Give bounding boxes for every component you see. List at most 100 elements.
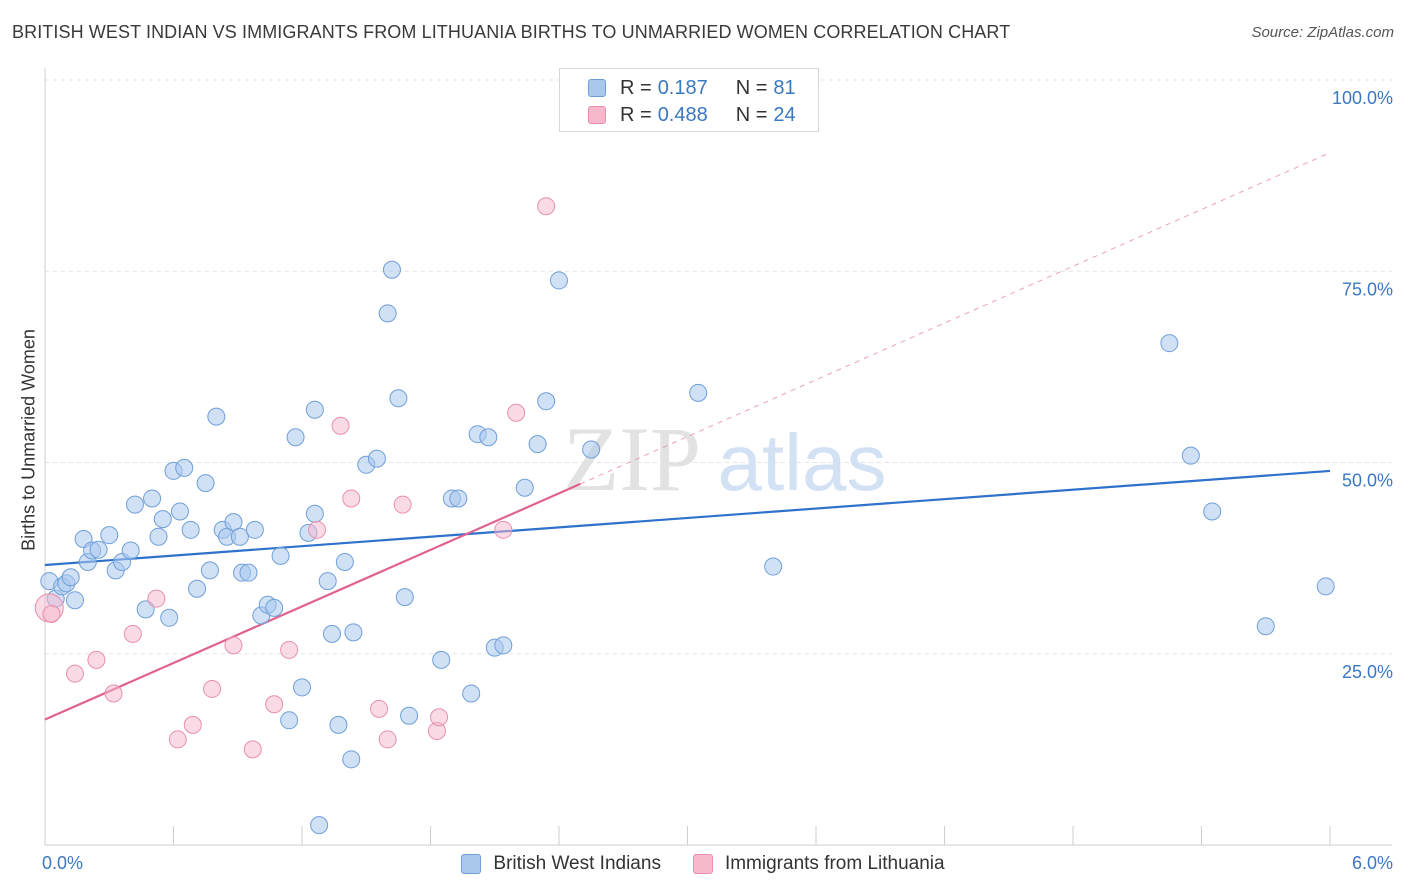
point-immigrants-lithuania <box>393 495 412 514</box>
legend-item-british-west-indians: British West Indians <box>461 852 661 876</box>
legend-n-value: 24 <box>773 103 796 126</box>
legend-r-label: R = <box>620 76 652 99</box>
point-british-west-indians <box>344 623 363 642</box>
point-british-west-indians <box>689 383 708 402</box>
watermark: ZIP atlas <box>563 408 886 510</box>
legend-label: Immigrants from Lithuania <box>724 853 945 874</box>
legend-row-british-west-indians: R = 0.187 N = 81 <box>588 76 796 100</box>
legend-n-label: N = <box>735 103 768 126</box>
point-british-west-indians <box>143 489 162 508</box>
point-british-west-indians <box>1203 502 1222 521</box>
point-british-west-indians <box>265 598 284 617</box>
point-immigrants-lithuania <box>203 679 222 698</box>
point-british-west-indians <box>286 428 305 447</box>
point-british-west-indians <box>389 389 408 408</box>
series-legend: British West Indians Immigrants from Lit… <box>0 852 1406 876</box>
point-british-west-indians <box>181 520 200 539</box>
legend-label: British West Indians <box>493 853 661 874</box>
point-british-west-indians <box>239 563 258 582</box>
point-british-west-indians <box>310 816 329 835</box>
point-immigrants-lithuania <box>430 708 449 727</box>
point-british-west-indians <box>188 579 207 598</box>
point-british-west-indians <box>160 608 179 627</box>
watermark-atlas: atlas <box>718 418 887 507</box>
point-british-west-indians <box>245 520 264 539</box>
point-immigrants-lithuania <box>42 604 61 623</box>
point-british-west-indians <box>494 636 513 655</box>
point-british-west-indians <box>1160 334 1179 353</box>
point-british-west-indians <box>230 527 249 546</box>
point-immigrants-lithuania <box>224 636 243 655</box>
point-british-west-indians <box>515 478 534 497</box>
y-tick-label: 50.0% <box>1342 471 1393 491</box>
point-british-west-indians <box>149 527 168 546</box>
point-immigrants-lithuania <box>183 715 202 734</box>
trend-line-british-west-indians <box>44 469 1331 567</box>
point-british-west-indians <box>65 591 84 610</box>
point-british-west-indians <box>342 750 361 769</box>
point-british-west-indians <box>175 458 194 477</box>
point-immigrants-lithuania <box>123 624 142 643</box>
legend-r-value: 0.488 <box>657 103 708 126</box>
point-british-west-indians <box>537 392 556 411</box>
point-british-west-indians <box>271 546 290 565</box>
point-immigrants-lithuania <box>243 740 262 759</box>
point-immigrants-lithuania <box>65 664 84 683</box>
point-immigrants-lithuania <box>342 489 361 508</box>
point-immigrants-lithuania <box>378 730 397 749</box>
point-british-west-indians <box>170 502 189 521</box>
point-british-west-indians <box>200 561 219 580</box>
point-british-west-indians <box>1181 446 1200 465</box>
point-british-west-indians <box>367 449 386 468</box>
point-immigrants-lithuania <box>87 650 106 669</box>
point-british-west-indians <box>378 304 397 323</box>
point-british-west-indians <box>1316 577 1335 596</box>
point-british-west-indians <box>449 489 468 508</box>
point-british-west-indians <box>121 541 140 560</box>
point-immigrants-lithuania <box>265 695 284 714</box>
point-british-west-indians <box>550 271 568 290</box>
point-british-west-indians <box>207 407 226 426</box>
point-immigrants-lithuania <box>537 197 556 216</box>
point-immigrants-lithuania <box>147 589 166 608</box>
data-points <box>34 197 1335 835</box>
point-british-west-indians <box>400 706 419 725</box>
point-british-west-indians <box>318 572 337 591</box>
tick-labels: 25.0% 50.0% 75.0% 100.0% 0.0% 6.0% <box>42 88 1393 873</box>
point-british-west-indians <box>329 715 348 734</box>
gridlines <box>45 79 1392 655</box>
y-tick-label: 25.0% <box>1342 662 1393 682</box>
point-british-west-indians <box>136 600 155 619</box>
correlation-legend: R = 0.187 N = 81 R = 0.488 N = 24 <box>559 68 819 132</box>
legend-r-value: 0.187 <box>657 76 708 99</box>
y-axis-label: Births to Unmarried Women <box>18 329 39 551</box>
point-immigrants-lithuania <box>370 699 389 718</box>
point-british-west-indians <box>432 650 451 669</box>
point-british-west-indians <box>582 440 601 459</box>
legend-swatch-pink <box>692 854 713 874</box>
legend-swatch-blue <box>461 854 482 874</box>
point-immigrants-lithuania <box>507 403 526 422</box>
x-tick-label: 6.0% <box>1352 853 1393 873</box>
point-british-west-indians <box>322 624 341 643</box>
point-british-west-indians <box>335 552 354 571</box>
trend-lines <box>44 152 1331 721</box>
point-british-west-indians <box>293 678 311 697</box>
legend-swatch-pink <box>588 106 606 124</box>
point-immigrants-lithuania <box>331 416 350 435</box>
trend-line-immigrants-lithuania <box>44 482 581 721</box>
legend-r-label: R = <box>620 103 652 126</box>
source-credit: Source: ZipAtlas.com <box>1251 24 1394 41</box>
point-immigrants-lithuania <box>104 684 123 703</box>
point-immigrants-lithuania <box>280 640 299 659</box>
point-british-west-indians <box>382 260 401 279</box>
legend-row-immigrants-lithuania: R = 0.488 N = 24 <box>588 103 796 127</box>
x-tick-label: 0.0% <box>42 853 83 873</box>
point-british-west-indians <box>395 588 414 607</box>
point-british-west-indians <box>280 711 299 730</box>
y-axis-label-wrap: Births to Unmarried Women <box>14 140 44 740</box>
y-tick-label: 75.0% <box>1342 279 1393 299</box>
legend-swatch-blue <box>588 79 606 97</box>
trend-line-extension-immigrants-lithuania <box>580 152 1331 485</box>
